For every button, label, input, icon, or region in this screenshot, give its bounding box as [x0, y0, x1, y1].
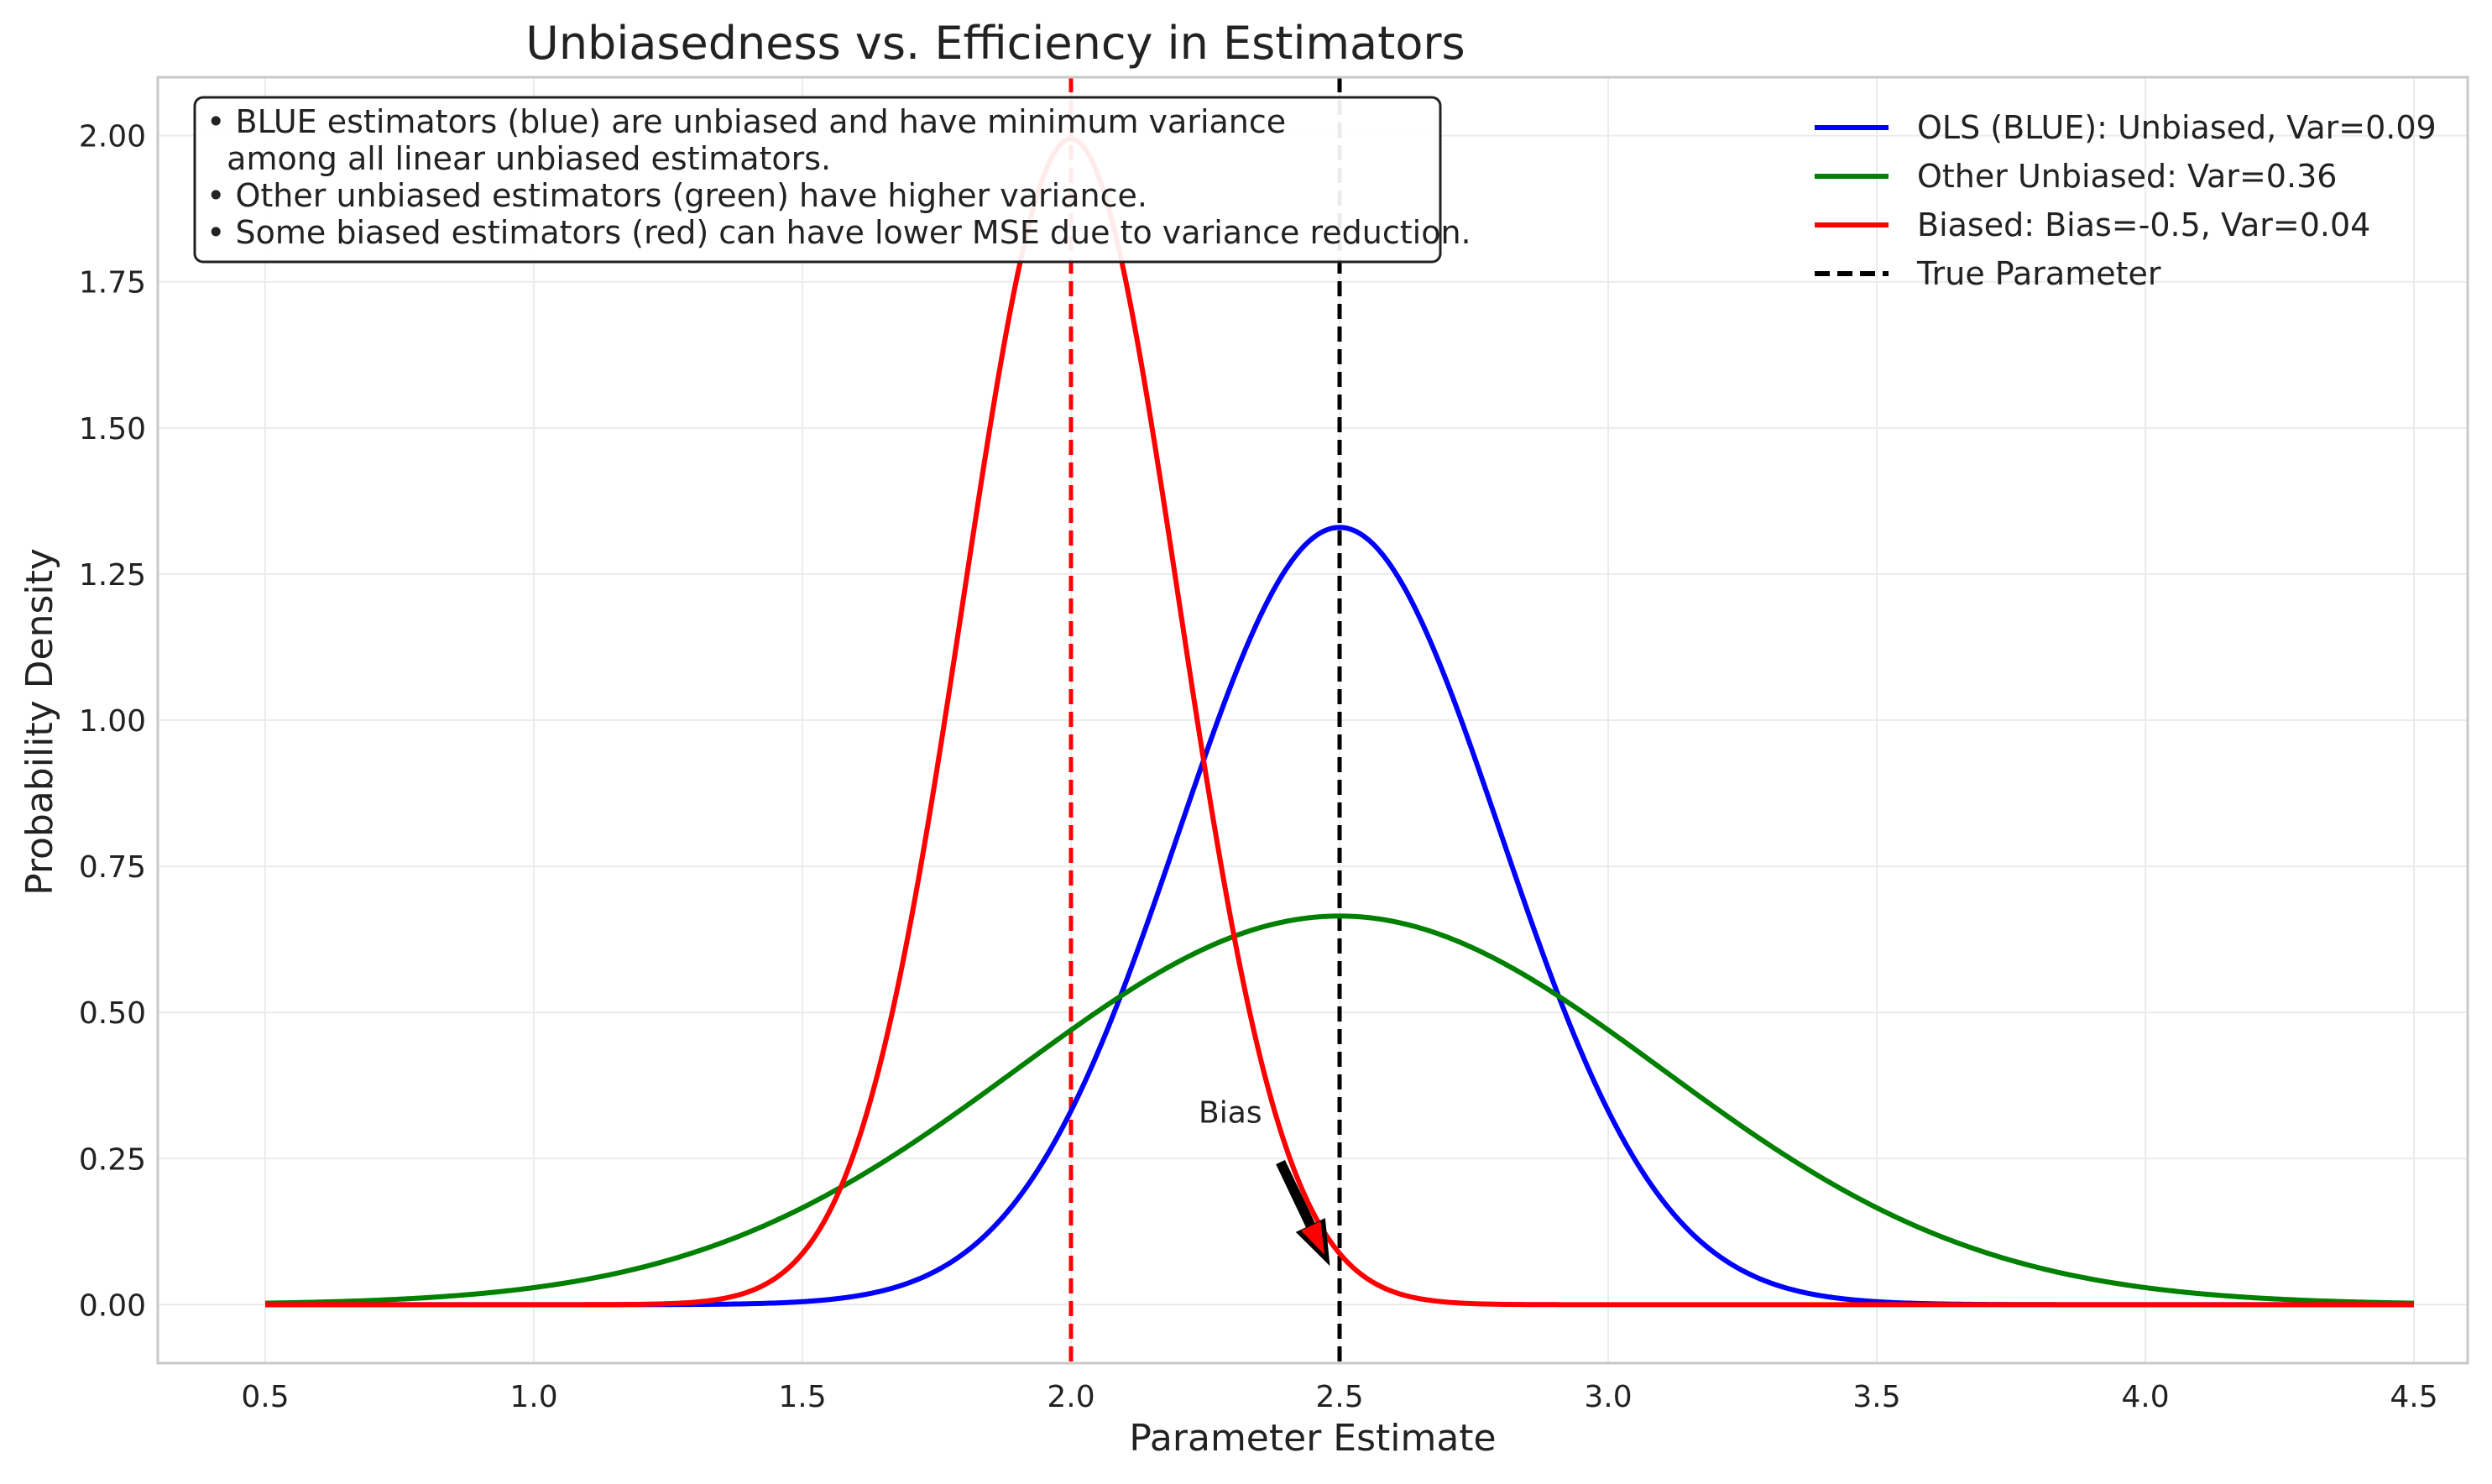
series-line-2	[265, 136, 2414, 1308]
plot-frame	[156, 76, 2469, 1365]
x-tick-label: 0.5	[241, 1380, 289, 1414]
bias-annotation: Bias	[1199, 1095, 1330, 1267]
x-tick-label: 2.0	[1047, 1380, 1094, 1414]
y-tick-label: 1.25	[79, 558, 146, 593]
y-ticks: 0.00 0.25 0.50 0.75 1.00 1.25 1.50 1.75 2.00	[79, 120, 146, 1324]
legend-label-0: OLS (BLUE): Unbiased, Var=0.09	[1917, 109, 2437, 146]
legend-label-1: Other Unbiased: Var=0.36	[1917, 158, 2337, 195]
y-tick-label: 0.50	[79, 996, 146, 1031]
y-tick-label: 1.00	[79, 704, 146, 739]
note-line: among all linear unbiased estimators.	[206, 140, 831, 177]
series-line-1	[264, 913, 2415, 1306]
x-ticks: 0.5 1.0 1.5 2.0 2.5 3.0 3.5 4.0 4.5	[241, 1380, 2437, 1414]
y-tick-label: 2.00	[79, 120, 146, 154]
y-tick-label: 1.75	[79, 266, 146, 300]
bias-annotation-label: Bias	[1199, 1095, 1262, 1130]
legend: OLS (BLUE): Unbiased, Var=0.09 Other Unbi…	[1815, 109, 2437, 292]
chart-title: Unbiasedness vs. Efficiency in Estimator…	[525, 17, 1465, 70]
y-tick-label: 1.50	[79, 412, 146, 447]
note-line: • Some biased estimators (red) can have …	[206, 214, 1471, 251]
bias-arrow-head-fill	[1301, 1220, 1324, 1255]
x-tick-label: 1.0	[509, 1380, 557, 1414]
x-tick-label: 1.5	[778, 1380, 826, 1414]
y-axis-label: Probability Density	[18, 548, 61, 896]
note-line: • BLUE estimators (blue) are unbiased an…	[206, 103, 1286, 140]
note-line: • Other unbiased estimators (green) have…	[206, 177, 1147, 214]
x-tick-label: 3.0	[1584, 1380, 1632, 1414]
x-tick-label: 4.5	[2390, 1380, 2437, 1414]
x-axis-label: Parameter Estimate	[1129, 1417, 1496, 1460]
legend-label-3: True Parameter	[1916, 255, 2161, 292]
x-tick-label: 2.5	[1315, 1380, 1363, 1414]
note-box: • BLUE estimators (blue) are unbiased an…	[193, 96, 1471, 264]
note-box-frame	[193, 96, 1442, 264]
x-tick-label: 3.5	[1852, 1380, 1900, 1414]
reference-lines	[1068, 77, 1342, 1363]
curves	[264, 136, 2415, 1308]
y-tick-label: 0.75	[79, 850, 146, 885]
legend-label-2: Biased: Bias=-0.5, Var=0.04	[1917, 206, 2370, 243]
y-tick-label: 0.25	[79, 1142, 146, 1177]
y-tick-label: 0.00	[79, 1288, 146, 1323]
x-tick-label: 4.0	[2121, 1380, 2169, 1414]
